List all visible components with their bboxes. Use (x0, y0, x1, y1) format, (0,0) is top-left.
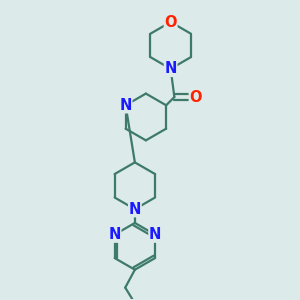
Text: N: N (149, 227, 161, 242)
Text: N: N (108, 227, 121, 242)
Text: O: O (189, 89, 202, 104)
Text: N: N (164, 61, 177, 76)
Text: N: N (129, 202, 141, 217)
Text: N: N (119, 98, 132, 113)
Text: O: O (164, 14, 177, 29)
